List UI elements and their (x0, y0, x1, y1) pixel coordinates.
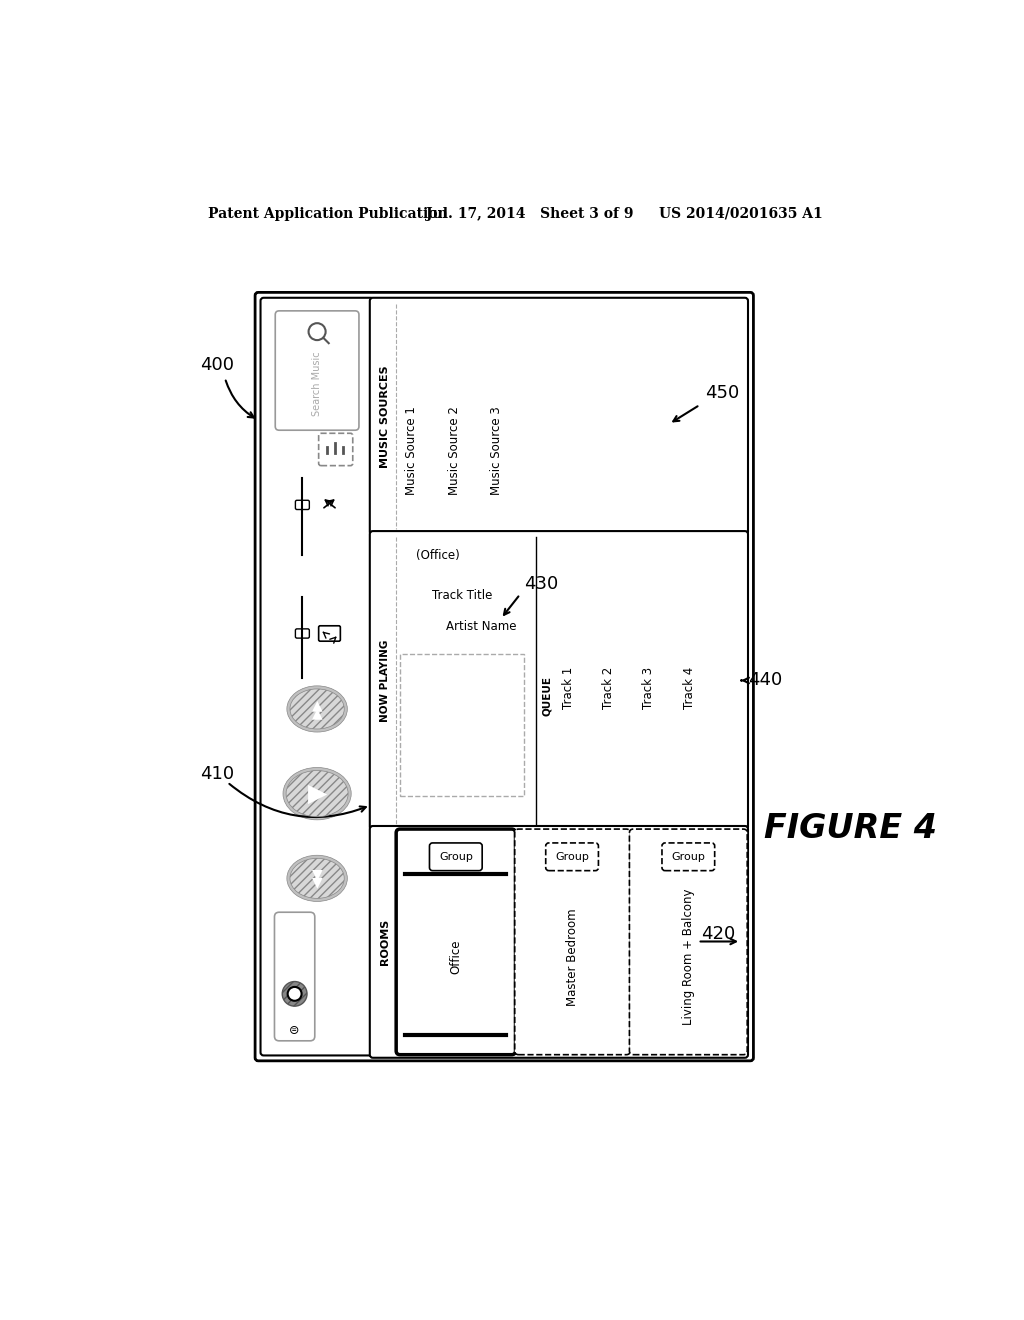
Ellipse shape (283, 982, 307, 1006)
Text: ▲: ▲ (311, 698, 323, 711)
FancyBboxPatch shape (370, 298, 748, 535)
Text: Music Source 1: Music Source 1 (406, 407, 418, 495)
Bar (400, 653, 524, 796)
Text: 450: 450 (706, 384, 739, 403)
FancyBboxPatch shape (255, 293, 754, 1061)
Text: Jul. 17, 2014   Sheet 3 of 9: Jul. 17, 2014 Sheet 3 of 9 (426, 207, 634, 220)
Text: 420: 420 (701, 925, 736, 942)
FancyBboxPatch shape (318, 433, 352, 466)
Text: Living Room + Balcony: Living Room + Balcony (682, 888, 695, 1026)
Text: Office: Office (450, 940, 462, 974)
FancyBboxPatch shape (630, 829, 748, 1055)
Text: QUEUE: QUEUE (543, 676, 552, 715)
Text: 430: 430 (524, 576, 558, 593)
Text: Group: Group (439, 851, 473, 862)
FancyBboxPatch shape (275, 312, 359, 430)
Text: ▼: ▼ (311, 867, 323, 882)
FancyBboxPatch shape (295, 500, 309, 510)
Text: NOW PLAYING: NOW PLAYING (380, 639, 389, 722)
Text: Track 4: Track 4 (683, 667, 695, 709)
Text: Group: Group (672, 851, 706, 862)
Text: ROOMS: ROOMS (380, 919, 389, 965)
Text: 440: 440 (748, 672, 782, 689)
Text: MUSIC SOURCES: MUSIC SOURCES (380, 366, 389, 467)
Text: FIGURE 4: FIGURE 4 (764, 812, 937, 845)
FancyBboxPatch shape (295, 628, 309, 638)
FancyBboxPatch shape (370, 826, 748, 1057)
Text: US 2014/0201635 A1: US 2014/0201635 A1 (658, 207, 822, 220)
Ellipse shape (283, 767, 351, 820)
FancyBboxPatch shape (274, 912, 314, 1040)
Text: ⊜: ⊜ (290, 1024, 300, 1038)
Text: ▲: ▲ (311, 706, 323, 719)
Text: 410: 410 (200, 766, 234, 783)
Text: Group: Group (555, 851, 589, 862)
Text: Search Music: Search Music (312, 351, 323, 416)
Text: Track 1: Track 1 (562, 667, 574, 709)
Ellipse shape (290, 858, 344, 899)
Text: Track 3: Track 3 (642, 667, 655, 709)
Ellipse shape (290, 689, 344, 729)
Ellipse shape (286, 771, 348, 817)
Text: Track Title: Track Title (432, 589, 493, 602)
Text: ▶: ▶ (307, 781, 327, 805)
FancyBboxPatch shape (370, 531, 748, 830)
Text: Patent Application Publication: Patent Application Publication (208, 207, 447, 220)
Ellipse shape (288, 987, 302, 1001)
Text: Track 2: Track 2 (602, 667, 615, 709)
Text: (Office): (Office) (416, 549, 460, 562)
Text: 400: 400 (200, 356, 234, 374)
Ellipse shape (287, 686, 347, 733)
FancyBboxPatch shape (318, 626, 340, 642)
Ellipse shape (287, 855, 347, 902)
Text: Music Source 2: Music Source 2 (447, 407, 461, 495)
FancyBboxPatch shape (260, 298, 374, 1056)
FancyBboxPatch shape (515, 829, 630, 1055)
Text: Master Bedroom: Master Bedroom (565, 908, 579, 1006)
FancyBboxPatch shape (396, 829, 515, 1055)
Text: ▼: ▼ (311, 875, 323, 890)
FancyBboxPatch shape (662, 843, 715, 871)
Text: Music Source 3: Music Source 3 (490, 407, 504, 495)
FancyBboxPatch shape (546, 843, 598, 871)
Text: Artist Name: Artist Name (446, 620, 517, 634)
FancyBboxPatch shape (429, 843, 482, 871)
